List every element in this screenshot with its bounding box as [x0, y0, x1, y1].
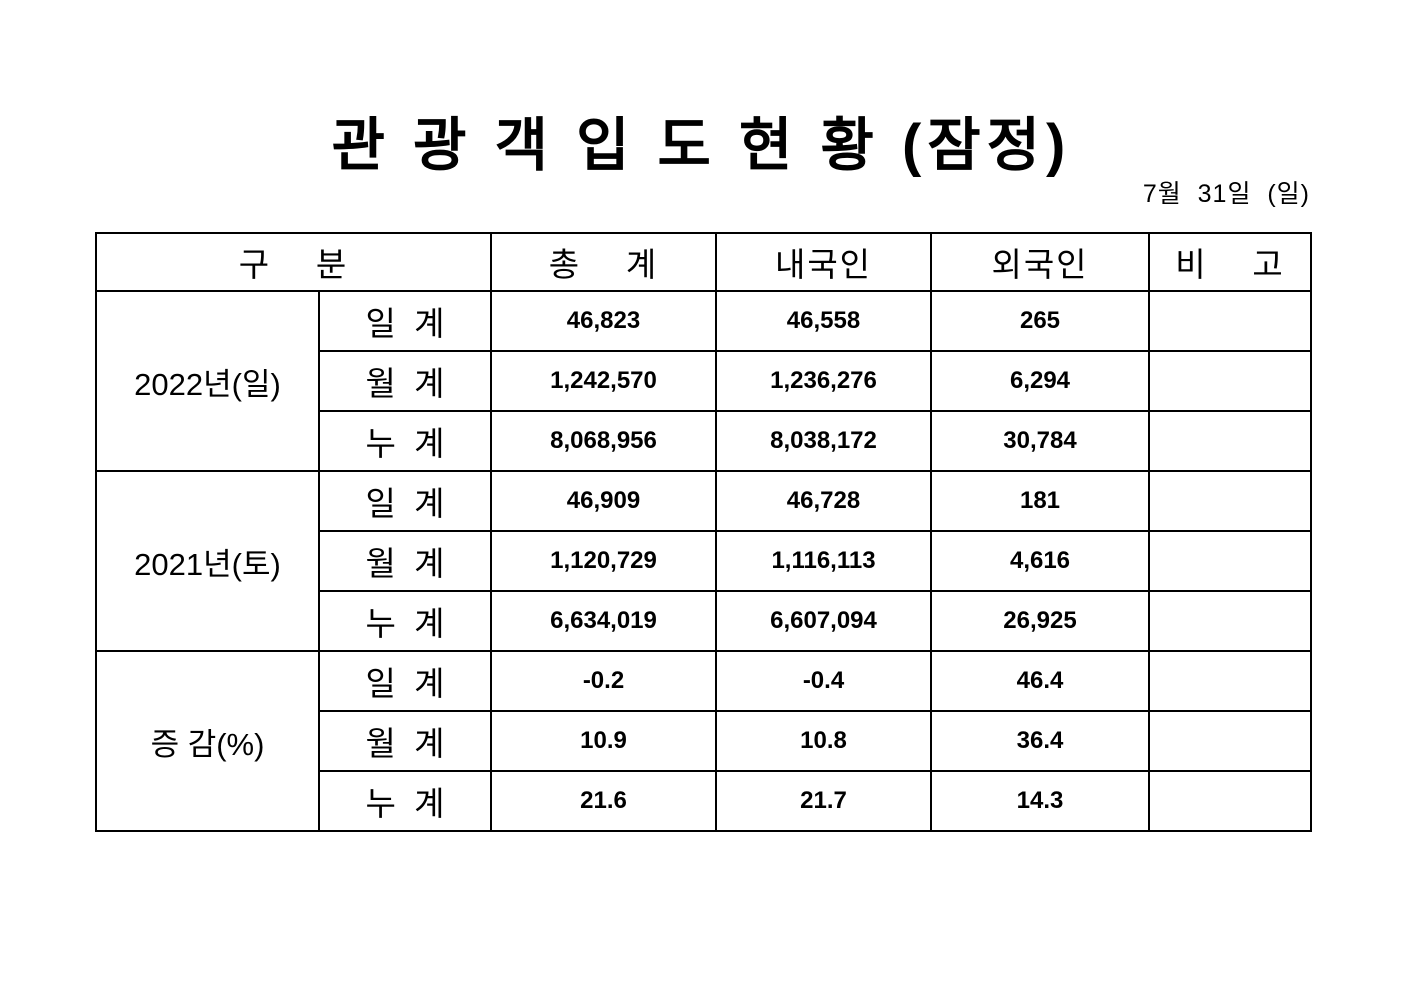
remarks-cell	[1148, 590, 1312, 652]
table-row: 증 감(%) 일 계 -0.2 -0.4 46.4	[95, 650, 1312, 832]
table-row: 월 계 10.9 10.8 36.4	[96, 710, 1312, 772]
domestic-cell: 8,038,172	[715, 410, 932, 472]
total-cell: 6,634,019	[490, 590, 717, 652]
header-domestic: 내국인	[715, 232, 932, 292]
foreign-cell: 4,616	[930, 530, 1150, 592]
table-row: 2022년(일) 일 계 46,823 46,558 265	[95, 290, 1312, 472]
remarks-cell	[1148, 470, 1312, 532]
header-category: 구 분	[95, 232, 492, 292]
total-cell: -0.2	[490, 650, 717, 712]
total-cell: 1,242,570	[490, 350, 717, 412]
foreign-cell: 265	[930, 290, 1150, 352]
row-type-cell: 일 계	[318, 290, 492, 352]
table-row: 누 계 21.6 21.7 14.3	[96, 770, 1312, 832]
foreign-cell: 6,294	[930, 350, 1150, 412]
row-type-cell: 일 계	[318, 470, 492, 532]
remarks-cell	[1148, 410, 1312, 472]
foreign-cell: 36.4	[930, 710, 1150, 772]
row-type-cell: 월 계	[318, 710, 492, 772]
table-row: 누 계 6,634,019 6,607,094 26,925	[96, 590, 1312, 652]
group-label-2021: 2021년(토)	[95, 470, 320, 652]
table-row: 월 계 1,120,729 1,116,113 4,616	[96, 530, 1312, 592]
remarks-cell	[1148, 350, 1312, 412]
report-date: 7월 31일 (일)	[1142, 180, 1310, 208]
foreign-cell: 30,784	[930, 410, 1150, 472]
row-type-cell: 월 계	[318, 530, 492, 592]
foreign-cell: 26,925	[930, 590, 1150, 652]
domestic-cell: 46,728	[715, 470, 932, 532]
row-type-cell: 누 계	[318, 770, 492, 832]
foreign-cell: 181	[930, 470, 1150, 532]
domestic-cell: -0.4	[715, 650, 932, 712]
domestic-cell: 10.8	[715, 710, 932, 772]
group-label-2022: 2022년(일)	[95, 290, 320, 472]
domestic-cell: 1,236,276	[715, 350, 932, 412]
group-label-change: 증 감(%)	[95, 650, 320, 832]
remarks-cell	[1148, 770, 1312, 832]
row-type-cell: 일 계	[318, 650, 492, 712]
page-title: 관 광 객 입 도 현 황 (잠정)	[331, 113, 1072, 178]
row-type-cell: 누 계	[318, 590, 492, 652]
table-row: 2021년(토) 일 계 46,909 46,728 181	[95, 470, 1312, 652]
total-cell: 46,909	[490, 470, 717, 532]
remarks-cell	[1148, 650, 1312, 712]
total-cell: 10.9	[490, 710, 717, 772]
foreign-cell: 46.4	[930, 650, 1150, 712]
total-cell: 21.6	[490, 770, 717, 832]
remarks-cell	[1148, 290, 1312, 352]
header-remarks: 비 고	[1148, 232, 1312, 292]
tourist-arrival-table: 구 분 총 계 내국인 외국인 비 고 2022년(일) 일 계 46,823 …	[95, 232, 1312, 832]
row-type-cell: 누 계	[318, 410, 492, 472]
domestic-cell: 21.7	[715, 770, 932, 832]
total-cell: 8,068,956	[490, 410, 717, 472]
table-header-row: 구 분 총 계 내국인 외국인 비 고	[95, 232, 1312, 292]
table-row: 월 계 1,242,570 1,236,276 6,294	[96, 350, 1312, 412]
table-row: 누 계 8,068,956 8,038,172 30,784	[96, 410, 1312, 472]
total-cell: 46,823	[490, 290, 717, 352]
header-foreign: 외국인	[930, 232, 1150, 292]
remarks-cell	[1148, 530, 1312, 592]
total-cell: 1,120,729	[490, 530, 717, 592]
remarks-cell	[1148, 710, 1312, 772]
row-type-cell: 월 계	[318, 350, 492, 412]
header-total: 총 계	[490, 232, 717, 292]
domestic-cell: 6,607,094	[715, 590, 932, 652]
domestic-cell: 1,116,113	[715, 530, 932, 592]
domestic-cell: 46,558	[715, 290, 932, 352]
foreign-cell: 14.3	[930, 770, 1150, 832]
